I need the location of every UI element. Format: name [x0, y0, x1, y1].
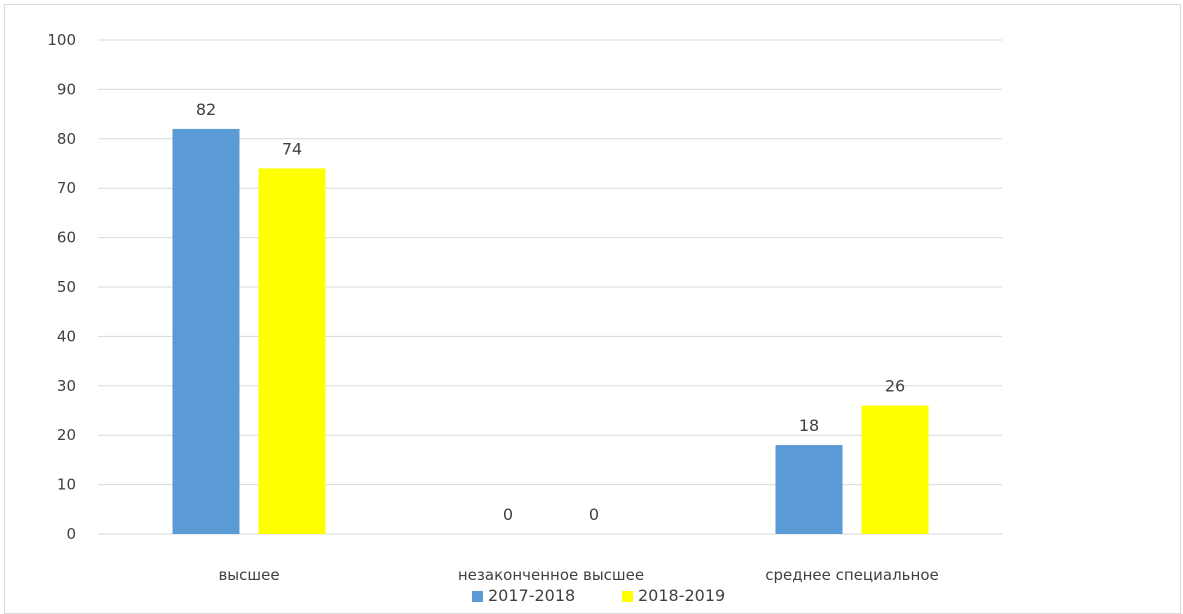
y-tick-label: 30 — [57, 377, 76, 395]
bar — [861, 405, 929, 534]
legend-swatch — [622, 591, 633, 602]
y-tick-label: 40 — [57, 327, 76, 345]
y-tick-label: 80 — [57, 130, 76, 148]
data-label: 74 — [282, 139, 302, 158]
data-label: 82 — [196, 100, 216, 119]
y-tick-label: 100 — [47, 31, 76, 49]
y-tick-label: 20 — [57, 426, 76, 444]
y-tick-label: 0 — [66, 525, 76, 543]
legend-label: 2017-2018 — [488, 586, 575, 605]
data-label: 26 — [885, 377, 905, 396]
y-tick-label: 70 — [57, 179, 76, 197]
x-category-label: высшее — [218, 566, 279, 584]
data-label: 0 — [503, 505, 513, 524]
data-label: 18 — [799, 416, 819, 435]
bar — [172, 128, 240, 535]
x-category-label: среднее специальное — [765, 566, 938, 584]
y-tick-label: 60 — [57, 229, 76, 247]
data-label: 0 — [589, 505, 599, 524]
bar — [258, 168, 326, 534]
x-category-label: незаконченное высшее — [458, 566, 644, 584]
legend-label: 2018-2019 — [638, 586, 725, 605]
bar — [775, 445, 843, 534]
y-tick-label: 50 — [57, 278, 76, 296]
y-tick-label: 90 — [57, 80, 76, 98]
legend-swatch — [472, 591, 483, 602]
y-tick-label: 10 — [57, 476, 76, 494]
